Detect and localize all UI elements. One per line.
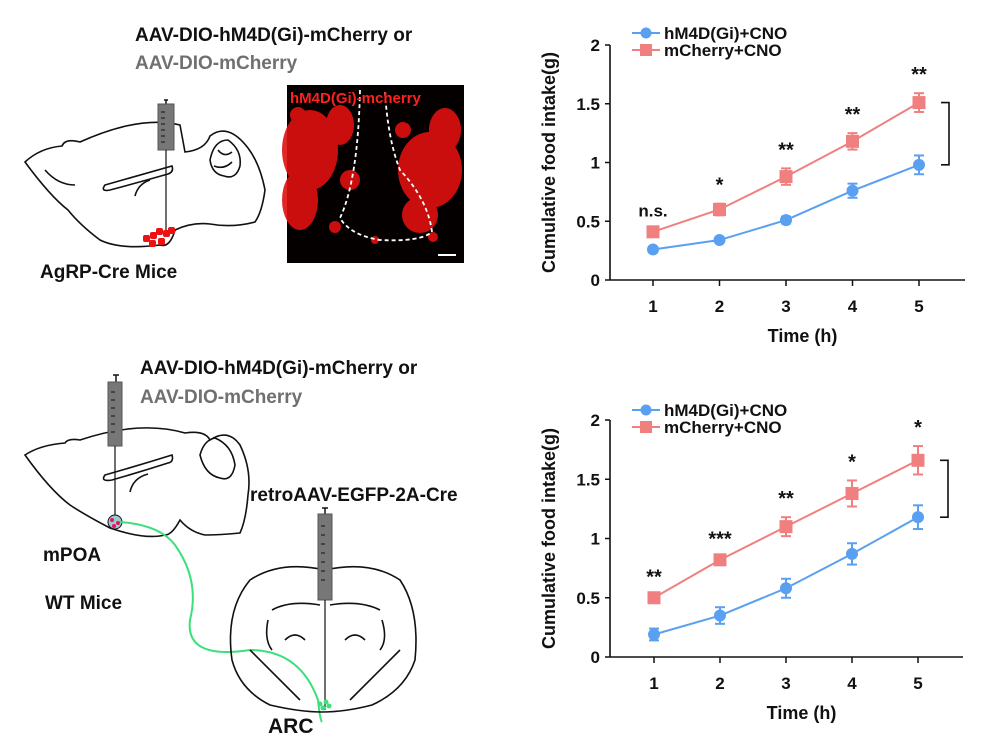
legend-label: hM4D(Gi)+CNO <box>664 401 787 420</box>
data-point-hm4d <box>780 214 792 227</box>
data-point-mcherry <box>713 553 727 567</box>
significance-label: ** <box>778 139 794 161</box>
legend-marker-mcherry <box>640 44 652 56</box>
significance-label: n.s. <box>638 201 667 220</box>
data-point-mcherry <box>713 203 726 216</box>
x-tick-label: 5 <box>914 297 923 316</box>
x-tick-label: 3 <box>781 674 790 693</box>
y-tick-label: 0 <box>591 271 600 290</box>
legend-marker-hm4d <box>640 404 652 416</box>
x-tick-label: 1 <box>648 297 657 316</box>
data-point-mcherry <box>647 591 661 605</box>
top-mouse-label: AgRP-Cre Mice <box>40 262 178 283</box>
legend-label: mCherry+CNO <box>664 41 782 60</box>
wt-mice-label: WT Mice <box>45 593 123 614</box>
data-point-mcherry <box>846 134 859 148</box>
legend-marker-mcherry <box>640 421 652 433</box>
data-point-hm4d <box>713 234 726 247</box>
micrograph-image <box>282 85 464 263</box>
significance-label: ** <box>911 64 927 86</box>
y-tick-label: 0.5 <box>576 589 600 608</box>
data-point-mcherry <box>912 96 926 110</box>
agrp-cells <box>143 227 175 247</box>
data-point-mcherry <box>779 520 793 534</box>
x-tick-label: 2 <box>715 297 724 316</box>
top-virus-label-1: AAV-DIO-hM4D(Gi)-mCherry or <box>135 25 413 46</box>
y-tick-label: 1.5 <box>576 470 600 489</box>
legend-label: hM4D(Gi)+CNO <box>664 24 787 43</box>
data-point-hm4d <box>780 582 792 595</box>
retro-virus-label: retroAAV-EGFP-2A-Cre <box>250 485 458 506</box>
data-point-mcherry <box>646 225 660 239</box>
data-point-hm4d <box>647 243 659 256</box>
x-tick-label: 2 <box>715 674 724 693</box>
bottom-virus-label-2: AAV-DIO-mCherry <box>140 387 303 408</box>
y-axis-label: Cumulative food intake(g) <box>539 428 559 649</box>
significance-label: ** <box>845 104 861 126</box>
significance-label: * <box>848 451 856 473</box>
x-tick-label: 4 <box>848 297 858 316</box>
arc-label: ARC <box>268 715 314 738</box>
y-tick-label: 1 <box>591 154 600 173</box>
significance-label: ** <box>778 488 794 510</box>
data-point-mcherry <box>911 453 925 467</box>
x-axis-label: Time (h) <box>768 326 838 346</box>
sagittal-brain-top <box>23 121 266 248</box>
data-point-hm4d <box>714 609 726 622</box>
legend-label: mCherry+CNO <box>664 418 782 437</box>
y-tick-label: 1 <box>591 530 600 549</box>
top-virus-label-2: AAV-DIO-mCherry <box>135 53 298 74</box>
comparison-bracket <box>941 101 950 166</box>
x-tick-label: 5 <box>913 674 922 693</box>
significance-label: ** <box>646 566 662 588</box>
y-tick-label: 1.5 <box>576 95 600 114</box>
y-tick-label: 0 <box>591 648 600 667</box>
data-point-hm4d <box>913 158 925 171</box>
x-tick-label: 4 <box>847 674 857 693</box>
syringe-icon-top <box>157 99 175 232</box>
syringe-icon-mpoa <box>107 374 123 515</box>
arc-cells <box>317 699 332 711</box>
mpoa-label: mPOA <box>43 545 102 566</box>
y-tick-label: 2 <box>591 411 600 430</box>
syringe-icon-arc <box>317 507 333 710</box>
x-tick-label: 1 <box>649 674 658 693</box>
x-axis-label: Time (h) <box>767 703 837 723</box>
significance-label: *** <box>708 528 732 550</box>
comparison-bracket <box>940 459 949 518</box>
micrograph-label: hM4D(Gi)-mcherry <box>290 90 421 107</box>
data-point-hm4d <box>648 628 660 641</box>
projection-fiber <box>119 521 323 723</box>
data-point-hm4d <box>846 184 859 197</box>
y-axis-label: Cumulative food intake(g) <box>539 52 559 273</box>
legend-marker-hm4d <box>640 27 652 39</box>
coronal-brain <box>229 565 417 713</box>
bottom-virus-label-1: AAV-DIO-hM4D(Gi)-mCherry or <box>140 358 418 379</box>
significance-label: * <box>716 175 724 197</box>
data-point-mcherry <box>845 486 859 500</box>
y-tick-label: 2 <box>591 36 600 55</box>
x-tick-label: 3 <box>781 297 790 316</box>
data-point-hm4d <box>912 511 924 524</box>
significance-label: * <box>914 417 922 439</box>
y-tick-label: 0.5 <box>576 212 600 231</box>
data-point-hm4d <box>846 547 858 560</box>
data-point-mcherry <box>779 170 793 184</box>
mpoa-cells <box>107 514 123 530</box>
